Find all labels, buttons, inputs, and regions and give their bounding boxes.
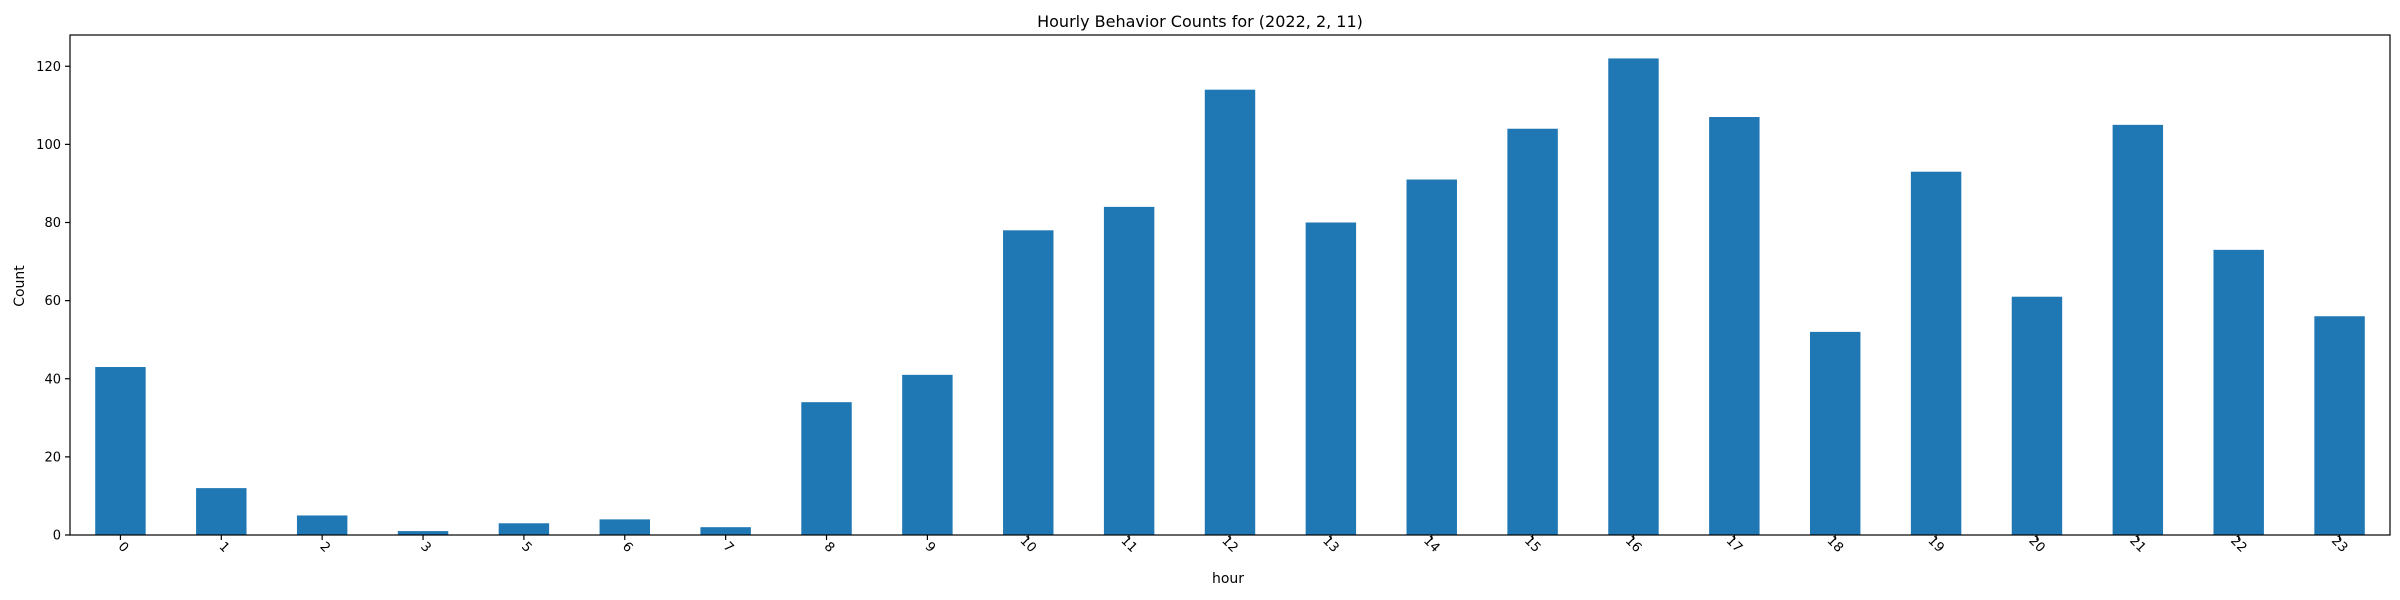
- x-tick-label: 3: [417, 539, 433, 555]
- chart-title: Hourly Behavior Counts for (2022, 2, 11): [1037, 12, 1363, 31]
- y-tick-label: 80: [44, 216, 61, 231]
- x-axis-ticks: 0 1 2 3 5 6 7 8 9 10 11 12 13 14 15 16 17 18 19 20 21 22 23: [115, 534, 2351, 556]
- y-axis-ticks: 0 20 40 60 80 100 120: [36, 60, 70, 544]
- x-tick-label: 7: [720, 539, 736, 555]
- y-tick-label: 40: [44, 372, 61, 387]
- bar-hour-2: [296, 515, 348, 535]
- bar-hour-21: [2112, 124, 2164, 535]
- y-axis-label: Count: [12, 265, 28, 307]
- x-tick-label: 2: [316, 539, 332, 555]
- bar-hour-13: [1305, 222, 1357, 535]
- bar-hour-15: [1507, 128, 1558, 535]
- x-tick-label: 14: [1420, 534, 1442, 556]
- y-tick-label: 0: [53, 529, 61, 544]
- x-tick-label: 19: [1925, 534, 1947, 556]
- bar-hour-14: [1406, 179, 1457, 535]
- plot-frame: [69, 34, 2391, 536]
- x-tick-label: 11: [1118, 534, 1140, 556]
- bar-hour-19: [1910, 171, 1962, 535]
- bar-hour-16: [1608, 58, 1659, 535]
- bar-hour-22: [2213, 249, 2264, 535]
- bar-hour-18: [1810, 331, 1861, 535]
- x-tick-label: 15: [1521, 534, 1543, 556]
- y-tick-label: 120: [36, 60, 61, 75]
- bar-hour-0: [95, 367, 146, 535]
- x-tick-label: 21: [2126, 534, 2148, 556]
- bar-hour-9: [902, 374, 953, 535]
- bar-hour-3: [397, 531, 449, 535]
- x-tick-label: 17: [1723, 534, 1745, 556]
- x-tick-label: 13: [1319, 534, 1341, 556]
- bar-hour-10: [1003, 230, 1054, 535]
- bar-hour-7: [700, 527, 751, 535]
- x-tick-label: 22: [2227, 534, 2249, 556]
- x-tick-label: 8: [821, 539, 837, 555]
- bar-hour-12: [1204, 89, 1256, 535]
- x-tick-label: 9: [922, 539, 938, 555]
- x-tick-label: 1: [216, 539, 232, 555]
- bars-group: [95, 58, 2365, 535]
- bar-hour-8: [801, 402, 852, 535]
- bar-hour-23: [2314, 316, 2365, 535]
- bar-hour-11: [1103, 206, 1155, 535]
- bar-hour-17: [1709, 117, 1760, 535]
- x-tick-label: 0: [115, 539, 131, 555]
- bar-hour-6: [599, 519, 650, 535]
- bar-hour-5: [498, 523, 550, 535]
- x-tick-label: 12: [1218, 534, 1240, 556]
- y-tick-label: 100: [36, 138, 61, 153]
- x-tick-label: 18: [1824, 534, 1846, 556]
- x-tick-label: 23: [2328, 534, 2350, 556]
- bar-hour-20: [2011, 296, 2063, 535]
- x-tick-label: 10: [1017, 534, 1039, 556]
- x-tick-label: 6: [619, 539, 635, 555]
- y-tick-label: 60: [44, 294, 61, 309]
- x-tick-label: 5: [518, 539, 534, 555]
- x-tick-label: 20: [2025, 534, 2047, 556]
- x-tick-label: 16: [1622, 534, 1644, 556]
- bar-hour-1: [196, 488, 247, 535]
- x-axis-label: hour: [1212, 571, 1244, 587]
- y-tick-label: 20: [44, 450, 61, 465]
